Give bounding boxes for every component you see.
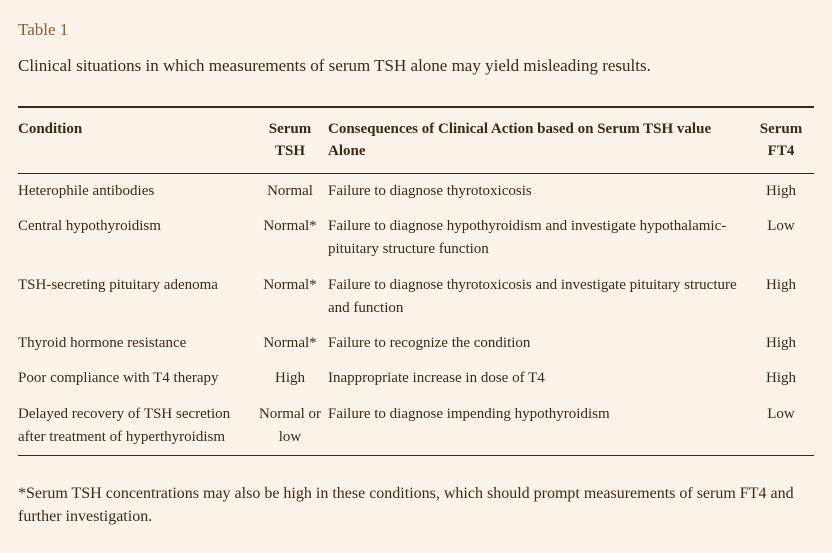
- cell-ft4: High: [754, 326, 814, 361]
- cell-tsh: Normal*: [258, 326, 328, 361]
- cell-tsh: Normal or low: [258, 397, 328, 456]
- cell-ft4: High: [754, 173, 814, 209]
- table-row: Heterophile antibodies Normal Failure to…: [18, 173, 814, 209]
- cell-consequences: Failure to diagnose thyrotoxicosis and i…: [328, 268, 754, 327]
- cell-ft4: High: [754, 361, 814, 396]
- cell-condition: Poor compliance with T4 therapy: [18, 361, 258, 396]
- table-row: Central hypothyroidism Normal* Failure t…: [18, 209, 814, 268]
- table-row: TSH-secreting pituitary adenoma Normal* …: [18, 268, 814, 327]
- table-head: Condition Serum TSH Consequences of Clin…: [18, 107, 814, 174]
- cell-tsh: High: [258, 361, 328, 396]
- col-header-consequences: Consequences of Clinical Action based on…: [328, 107, 754, 174]
- cell-tsh: Normal*: [258, 209, 328, 268]
- cell-ft4: Low: [754, 397, 814, 456]
- table-row: Poor compliance with T4 therapy High Ina…: [18, 361, 814, 396]
- cell-condition: Delayed recovery of TSH secretion after …: [18, 397, 258, 456]
- col-header-condition: Condition: [18, 107, 258, 174]
- table-footnote: *Serum TSH concentrations may also be hi…: [18, 482, 814, 528]
- table-caption: Clinical situations in which measurement…: [18, 54, 814, 78]
- cell-condition: Thyroid hormone resistance: [18, 326, 258, 361]
- cell-condition: Central hypothyroidism: [18, 209, 258, 268]
- table-row: Thyroid hormone resistance Normal* Failu…: [18, 326, 814, 361]
- cell-condition: TSH-secreting pituitary adenoma: [18, 268, 258, 327]
- cell-consequences: Failure to diagnose thyrotoxicosis: [328, 173, 754, 209]
- cell-condition: Heterophile antibodies: [18, 173, 258, 209]
- col-header-tsh: Serum TSH: [258, 107, 328, 174]
- col-header-ft4: Serum FT4: [754, 107, 814, 174]
- cell-consequences: Failure to diagnose hypothyroidism and i…: [328, 209, 754, 268]
- cell-consequences: Failure to recognize the condition: [328, 326, 754, 361]
- table-label: Table 1: [18, 20, 814, 40]
- table-body: Heterophile antibodies Normal Failure to…: [18, 173, 814, 455]
- cell-tsh: Normal*: [258, 268, 328, 327]
- cell-ft4: Low: [754, 209, 814, 268]
- cell-consequences: Inappropriate increase in dose of T4: [328, 361, 754, 396]
- cell-ft4: High: [754, 268, 814, 327]
- clinical-table: Condition Serum TSH Consequences of Clin…: [18, 106, 814, 456]
- cell-consequences: Failure to diagnose impending hypothyroi…: [328, 397, 754, 456]
- cell-tsh: Normal: [258, 173, 328, 209]
- table-row: Delayed recovery of TSH secretion after …: [18, 397, 814, 456]
